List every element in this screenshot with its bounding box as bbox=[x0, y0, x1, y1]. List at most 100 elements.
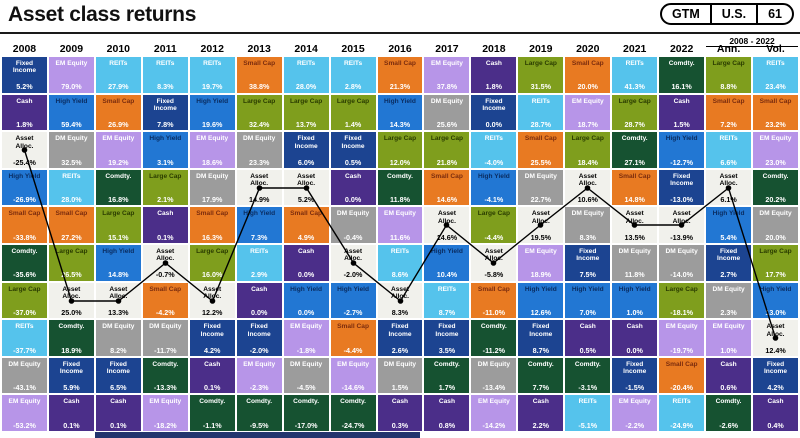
gtm-page-badge: GTM U.S. 61 bbox=[660, 3, 794, 25]
return-cell-cash: Cash 0.1% bbox=[48, 395, 94, 431]
asset-label: Small Cap bbox=[712, 97, 745, 105]
asset-label: Large Cap bbox=[430, 135, 464, 143]
return-value: 10.6% bbox=[577, 195, 598, 205]
return-value: 21.8% bbox=[436, 157, 458, 167]
return-value: -25.4% bbox=[13, 157, 36, 167]
asset-label: High Yield bbox=[618, 285, 651, 293]
return-cell-fixed_income: Fixed Income 3.5% bbox=[424, 320, 470, 356]
return-value: 7.5% bbox=[579, 270, 596, 280]
return-cell-small_cap: Small Cap 23.2% bbox=[753, 94, 798, 131]
return-cell-fixed_income: Fixed Income 0.0% bbox=[471, 94, 517, 131]
return-value: -9.5% bbox=[249, 420, 269, 430]
return-cell-fixed_income: Fixed Income 4.2% bbox=[189, 320, 235, 356]
return-value: 37.8% bbox=[436, 82, 458, 92]
return-cell-dm_equity: DM Equity -13.4% bbox=[471, 357, 517, 394]
return-cell-cash: Cash 0.6% bbox=[706, 357, 752, 394]
return-value: 1.5% bbox=[391, 383, 409, 393]
asset-label: Asset Alloc. bbox=[109, 285, 128, 300]
asset-label: EM Equity bbox=[712, 323, 745, 331]
asset-label: Cash bbox=[63, 398, 80, 406]
return-value: 14.6% bbox=[436, 232, 458, 242]
return-value: 18.7% bbox=[577, 119, 598, 129]
return-value: -14.0% bbox=[670, 270, 694, 280]
return-value: 8.2% bbox=[110, 345, 127, 355]
asset-label: High Yield bbox=[337, 285, 369, 293]
asset-label: Asset Alloc. bbox=[672, 210, 691, 225]
asset-label: Small Cap bbox=[571, 60, 604, 67]
asset-label: Cash bbox=[532, 398, 549, 406]
asset-label: Comdty. bbox=[340, 398, 366, 406]
return-value: 2.6% bbox=[391, 345, 409, 355]
return-value: 12.6% bbox=[530, 307, 551, 317]
return-cell-fixed_income: Fixed Income 8.7% bbox=[518, 320, 564, 356]
return-value: -2.0% bbox=[343, 270, 363, 280]
return-value: 13.3% bbox=[108, 307, 129, 317]
return-cell-small_cap: Small Cap 14.6% bbox=[424, 169, 470, 206]
return-value: 12.2% bbox=[202, 307, 223, 317]
return-value: 32.4% bbox=[248, 119, 270, 129]
asset-label: High Yield bbox=[477, 172, 510, 180]
asset-label: High Yield bbox=[149, 135, 182, 143]
asset-label: DM Equity bbox=[477, 360, 510, 368]
return-value: 8.6% bbox=[391, 270, 409, 280]
return-value: 7.2% bbox=[720, 119, 737, 129]
return-cell-em_equity: EM Equity -2.2% bbox=[612, 395, 658, 431]
asset-label: REITs bbox=[250, 247, 269, 255]
asset-label: REITs bbox=[297, 60, 316, 67]
asset-label: DM Equity bbox=[524, 172, 557, 180]
return-value: -3.1% bbox=[578, 383, 598, 393]
asset-label: DM Equity bbox=[55, 135, 88, 143]
asset-label: Cash bbox=[673, 97, 690, 105]
asset-label: Comdty. bbox=[58, 323, 85, 331]
asset-label: DM Equity bbox=[759, 210, 792, 218]
return-cell-cash: Cash 0.1% bbox=[142, 207, 188, 243]
return-cell-em_equity: EM Equity 11.6% bbox=[377, 207, 423, 243]
return-value: 28.0% bbox=[61, 195, 82, 205]
return-value: 5.4% bbox=[720, 232, 737, 242]
asset-label: High Yield bbox=[712, 210, 745, 218]
return-cell-cash: Cash 0.3% bbox=[377, 395, 423, 431]
return-cell-large_cap: Large Cap 28.7% bbox=[612, 94, 658, 131]
asset-label: High Yield bbox=[55, 97, 88, 105]
return-cell-asset_alloc: Asset Alloc. 8.3% bbox=[377, 282, 423, 319]
return-value: -53.2% bbox=[13, 420, 36, 430]
asset-label: REITs bbox=[578, 398, 597, 406]
asset-label: EM Equity bbox=[149, 398, 182, 406]
column-header: 2016 bbox=[388, 43, 412, 55]
asset-label: REITs bbox=[203, 60, 222, 67]
asset-label: Cash bbox=[251, 285, 268, 293]
return-value: 12.0% bbox=[389, 157, 411, 167]
return-cell-fixed_income: Fixed Income 2.7% bbox=[706, 244, 752, 281]
return-value: 0.4% bbox=[767, 420, 784, 430]
return-value: 13.7% bbox=[295, 119, 317, 129]
asset-label: Large Cap bbox=[8, 285, 41, 293]
return-value: -33.8% bbox=[13, 232, 36, 242]
return-cell-comdty: Comdty. -1.1% bbox=[189, 395, 235, 431]
asset-label: DM Equity bbox=[571, 210, 604, 218]
asset-label: Large Cap bbox=[196, 247, 229, 255]
return-cell-reits: REITs -37.7% bbox=[2, 320, 47, 356]
return-cell-high_yield: High Yield -26.9% bbox=[2, 169, 47, 206]
asset-label: Fixed Income bbox=[341, 135, 365, 150]
asset-label: Small Cap bbox=[759, 97, 792, 105]
asset-label: EM Equity bbox=[8, 398, 41, 406]
asset-label: Asset Alloc. bbox=[578, 172, 597, 188]
return-value: 41.3% bbox=[624, 82, 645, 92]
return-value: 28.7% bbox=[624, 119, 645, 129]
asset-label: DM Equity bbox=[383, 360, 417, 368]
return-cell-comdty: Comdty. 16.8% bbox=[95, 169, 141, 206]
return-cell-high_yield: High Yield 19.6% bbox=[189, 94, 235, 131]
return-cell-fixed_income: Fixed Income -1.5% bbox=[612, 357, 658, 394]
return-value: 18.9% bbox=[61, 345, 82, 355]
asset-label: Fixed Income bbox=[247, 323, 271, 338]
column-header: 2020 bbox=[576, 43, 600, 55]
return-cell-asset_alloc: Asset Alloc. 14.6% bbox=[424, 207, 470, 243]
return-cell-reits: REITs 23.4% bbox=[753, 57, 798, 93]
region-label: U.S. bbox=[709, 5, 756, 23]
return-cell-dm_equity: DM Equity 25.6% bbox=[424, 94, 470, 131]
return-value: 6.5% bbox=[110, 383, 127, 393]
asset-label: REITs bbox=[15, 323, 34, 331]
return-value: 5.9% bbox=[63, 383, 80, 393]
return-cell-dm_equity: DM Equity -0.4% bbox=[330, 207, 376, 243]
return-cell-cash: Cash 0.1% bbox=[189, 357, 235, 394]
